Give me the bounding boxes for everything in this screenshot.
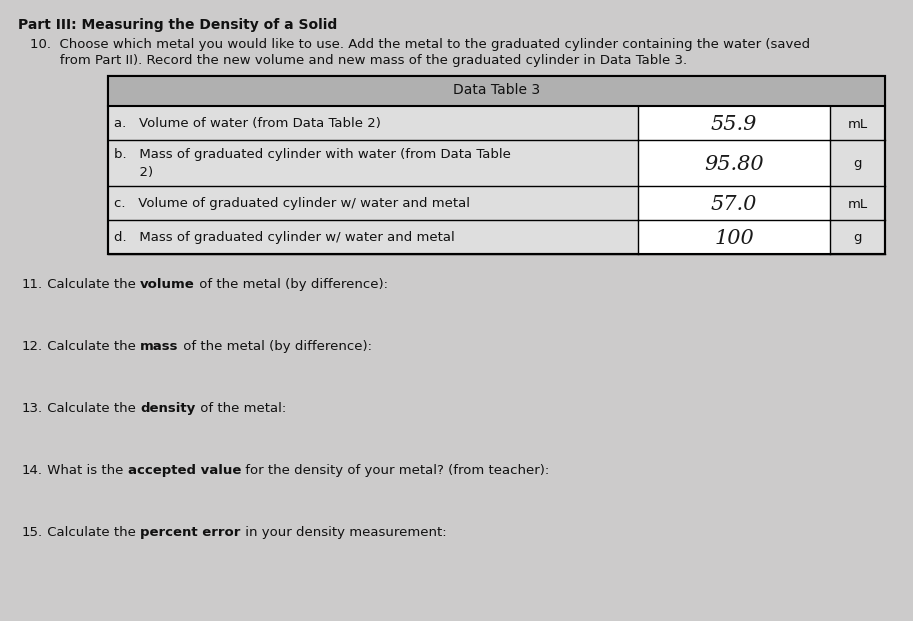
Text: d.   Mass of graduated cylinder w/ water and metal: d. Mass of graduated cylinder w/ water a… (114, 232, 455, 245)
Text: accepted value: accepted value (128, 464, 241, 477)
Text: in your density measurement:: in your density measurement: (241, 526, 446, 539)
Text: g: g (854, 158, 862, 171)
Text: 100: 100 (714, 229, 754, 248)
Text: Calculate the: Calculate the (43, 402, 141, 415)
Text: b.   Mass of graduated cylinder with water (from Data Table: b. Mass of graduated cylinder with water… (114, 148, 511, 161)
Text: volume: volume (141, 278, 195, 291)
Text: mass: mass (141, 340, 179, 353)
Text: c.   Volume of graduated cylinder w/ water and metal: c. Volume of graduated cylinder w/ water… (114, 197, 470, 211)
Text: percent error: percent error (141, 526, 241, 539)
Text: from Part II). Record the new volume and new mass of the graduated cylinder in D: from Part II). Record the new volume and… (30, 54, 687, 67)
Bar (638, 186, 830, 220)
Text: 57.0: 57.0 (711, 194, 757, 214)
Text: 95.80: 95.80 (704, 155, 764, 173)
Text: What is the: What is the (43, 464, 128, 477)
Bar (638, 220, 830, 254)
Text: 55.9: 55.9 (711, 114, 757, 134)
Text: Data Table 3: Data Table 3 (453, 83, 540, 97)
Text: 12.: 12. (22, 340, 43, 353)
Text: 15.: 15. (22, 526, 43, 539)
Text: Calculate the: Calculate the (43, 340, 141, 353)
Bar (108, 76, 885, 254)
Bar (108, 76, 885, 106)
Text: a.   Volume of water (from Data Table 2): a. Volume of water (from Data Table 2) (114, 117, 381, 130)
Text: 10.  Choose which metal you would like to use. Add the metal to the graduated cy: 10. Choose which metal you would like to… (30, 38, 810, 51)
Bar (638, 106, 830, 140)
Text: of the metal (by difference):: of the metal (by difference): (195, 278, 388, 291)
Text: of the metal (by difference):: of the metal (by difference): (179, 340, 372, 353)
Text: for the density of your metal? (from teacher):: for the density of your metal? (from tea… (241, 464, 550, 477)
Text: 2): 2) (114, 166, 153, 179)
Text: density: density (141, 402, 195, 415)
Text: g: g (854, 232, 862, 245)
Text: 14.: 14. (22, 464, 43, 477)
Text: mL: mL (847, 197, 867, 211)
Text: Calculate the: Calculate the (43, 278, 141, 291)
Text: Part III: Measuring the Density of a Solid: Part III: Measuring the Density of a Sol… (18, 18, 337, 32)
Text: mL: mL (847, 117, 867, 130)
Text: of the metal:: of the metal: (195, 402, 286, 415)
Bar (108, 76, 885, 254)
Text: Calculate the: Calculate the (43, 526, 141, 539)
Bar (638, 140, 830, 186)
Text: 11.: 11. (22, 278, 43, 291)
Text: 13.: 13. (22, 402, 43, 415)
